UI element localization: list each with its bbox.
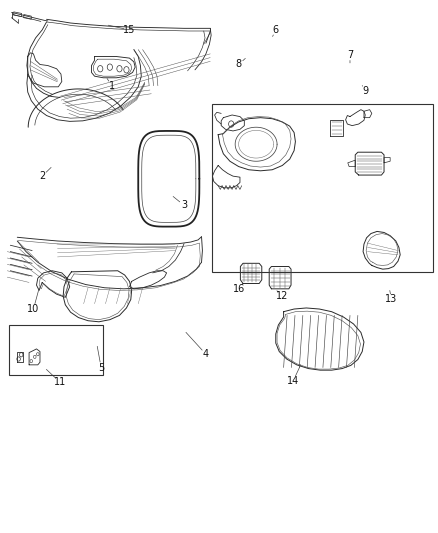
Text: 6: 6 <box>273 25 279 35</box>
Text: 10: 10 <box>27 304 39 314</box>
Text: 4: 4 <box>203 349 209 359</box>
Text: 2: 2 <box>39 171 45 181</box>
Text: 1: 1 <box>109 81 115 91</box>
Bar <box>212 104 433 272</box>
Text: 5: 5 <box>98 362 104 373</box>
Text: 15: 15 <box>124 25 136 35</box>
Text: 3: 3 <box>181 200 187 211</box>
Text: 9: 9 <box>362 86 368 96</box>
Text: 14: 14 <box>287 376 299 386</box>
Text: 7: 7 <box>347 50 353 60</box>
Text: 16: 16 <box>233 284 245 294</box>
Text: 11: 11 <box>53 377 66 387</box>
Bar <box>10 325 103 375</box>
Text: 8: 8 <box>236 60 242 69</box>
Text: 12: 12 <box>276 290 289 301</box>
Text: 13: 13 <box>385 294 398 304</box>
